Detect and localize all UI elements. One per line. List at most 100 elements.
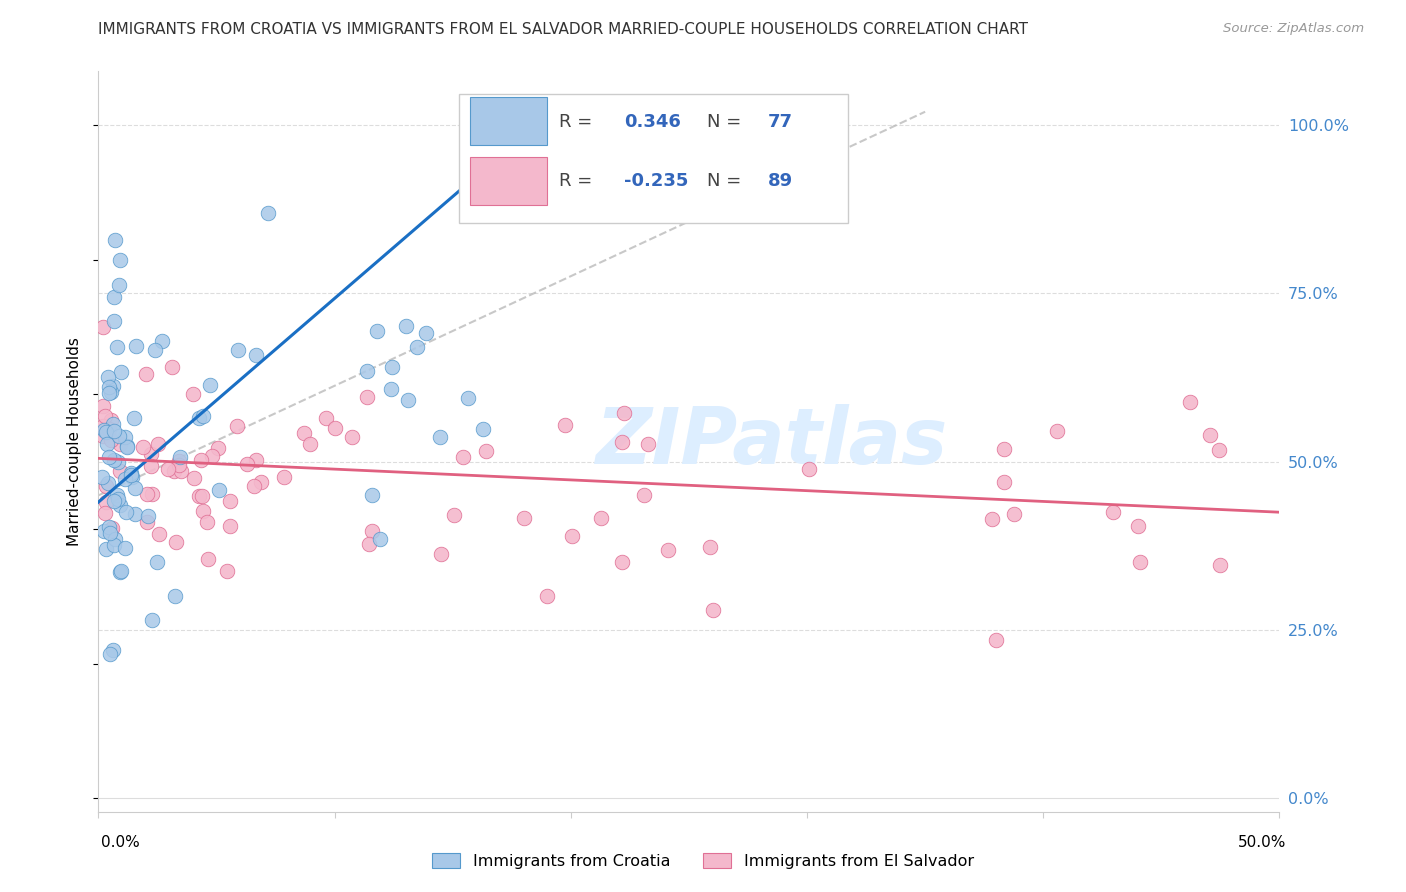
Point <box>121 470 143 484</box>
Point <box>96 495 118 509</box>
Text: 89: 89 <box>768 172 793 190</box>
Text: N =: N = <box>707 172 747 190</box>
Point <box>103 532 125 546</box>
Point <box>91 419 114 434</box>
Y-axis label: Married-couple Households: Married-couple Households <box>67 337 83 546</box>
Point <box>110 437 132 451</box>
Text: R =: R = <box>560 112 598 131</box>
Point <box>1002 507 1025 521</box>
Text: 50.0%: 50.0% <box>1239 836 1286 850</box>
Point <box>170 464 193 478</box>
Point <box>315 410 337 425</box>
Point <box>380 382 402 396</box>
Point <box>100 433 122 447</box>
Point <box>93 424 115 438</box>
Point <box>981 512 1004 526</box>
Point <box>107 455 129 469</box>
Point <box>100 413 122 427</box>
Point <box>191 504 214 518</box>
Point <box>637 437 659 451</box>
Point <box>1209 558 1232 573</box>
Point <box>146 437 169 451</box>
Point <box>245 348 267 362</box>
Point <box>98 520 121 534</box>
Point <box>513 510 536 524</box>
Point <box>101 643 124 657</box>
FancyBboxPatch shape <box>458 94 848 223</box>
Point <box>115 440 138 454</box>
Point <box>415 326 437 341</box>
Point <box>115 439 138 453</box>
Point <box>797 462 820 476</box>
Point <box>472 422 495 436</box>
Point <box>124 508 146 522</box>
Point <box>993 442 1015 456</box>
Point <box>190 453 212 467</box>
Point <box>699 540 721 554</box>
Point <box>299 437 322 451</box>
Point <box>187 489 209 503</box>
Point <box>395 319 418 334</box>
Text: ZIPatlas: ZIPatlas <box>596 403 948 480</box>
Point <box>163 589 186 603</box>
Point <box>96 479 118 493</box>
Point <box>323 421 346 435</box>
Point <box>166 534 188 549</box>
Point <box>94 409 117 424</box>
Point <box>97 475 120 490</box>
Point <box>103 538 125 552</box>
Point <box>108 464 131 478</box>
Point <box>163 464 186 478</box>
Point <box>292 426 315 441</box>
Point <box>1180 395 1202 409</box>
Point <box>120 467 142 482</box>
Point <box>98 380 121 394</box>
Point <box>191 489 214 503</box>
Point <box>94 425 117 439</box>
Point <box>150 334 173 348</box>
Legend: Immigrants from Croatia, Immigrants from El Salvador: Immigrants from Croatia, Immigrants from… <box>425 847 981 875</box>
Point <box>167 458 190 472</box>
Point <box>984 633 1007 648</box>
Point <box>145 343 167 357</box>
Point <box>236 457 259 471</box>
Point <box>141 486 163 500</box>
Point <box>457 392 479 406</box>
Point <box>257 205 280 219</box>
Point <box>633 488 655 502</box>
Point <box>101 378 124 392</box>
Point <box>195 515 218 529</box>
Point <box>110 564 132 578</box>
Point <box>114 472 136 486</box>
Point <box>139 458 162 473</box>
Point <box>396 392 419 407</box>
Point <box>380 360 402 375</box>
Point <box>97 450 120 464</box>
Point <box>100 384 122 399</box>
Point <box>218 494 240 508</box>
Point <box>103 290 125 304</box>
Point <box>613 406 636 420</box>
Point <box>148 527 170 541</box>
Point <box>243 478 266 492</box>
Point <box>356 364 378 378</box>
Point <box>135 368 157 382</box>
Point <box>136 487 159 501</box>
Point <box>193 409 215 424</box>
Point <box>114 430 136 444</box>
Point <box>1046 424 1069 438</box>
Point <box>104 233 127 247</box>
Point <box>197 552 219 566</box>
Point <box>273 470 295 484</box>
Point <box>357 537 380 551</box>
Point <box>108 566 131 580</box>
Point <box>91 320 114 334</box>
Point <box>146 555 169 569</box>
Point <box>91 470 114 484</box>
Point <box>429 547 451 561</box>
Point <box>993 475 1015 490</box>
Point <box>226 418 249 433</box>
Point <box>368 533 391 547</box>
FancyBboxPatch shape <box>471 156 547 204</box>
Point <box>342 430 364 444</box>
